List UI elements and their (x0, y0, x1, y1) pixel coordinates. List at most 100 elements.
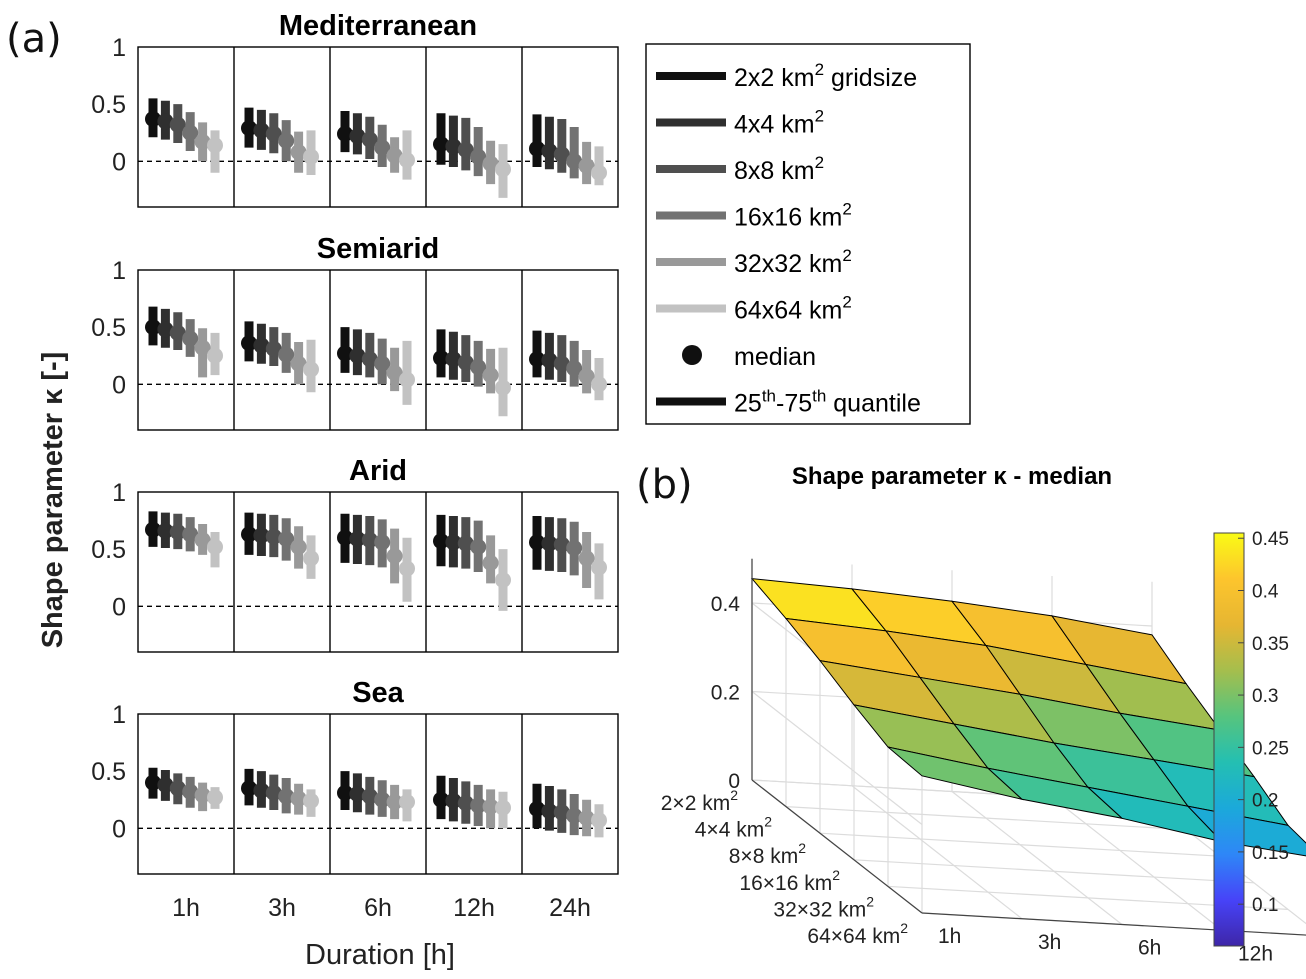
legend-label-sup: 2 (815, 153, 824, 172)
median-point (207, 789, 223, 806)
median-point (445, 138, 462, 155)
x-tick-label: 1h (938, 925, 961, 948)
median-point (182, 124, 199, 141)
colorbar-tick-label: 0.2 (1252, 791, 1278, 812)
median-point (241, 780, 257, 797)
panel-a-label: (a) (6, 16, 62, 62)
median-point (253, 122, 270, 139)
subplot-frame (137, 46, 619, 208)
subplot-title: Semiarid (317, 233, 440, 265)
x-axis-title: Duration [h] (305, 939, 455, 971)
y-tick-label: 64×64 km2 (807, 920, 908, 948)
legend-item: 64x64 km2 (656, 293, 852, 325)
median-point (349, 347, 366, 364)
y-tick-label: 0 (112, 593, 126, 621)
median-point (290, 790, 307, 807)
median-point (374, 139, 391, 156)
legend-label-main: 64x64 km (734, 297, 842, 325)
median-point (265, 125, 282, 142)
legend-item: 4x4 km2 (656, 107, 824, 139)
median-point (253, 527, 270, 544)
legend-item: 2x2 km2 gridsize (656, 60, 917, 92)
z-tick-label: 0.2 (711, 682, 740, 705)
legend-label: 8x8 km2 (734, 153, 824, 185)
median-point (194, 339, 211, 356)
y-tick-label: 1 (112, 34, 126, 62)
median-point (303, 148, 319, 165)
y-tick-main: 4×4 km (695, 819, 764, 842)
colorbar-tick-label: 0.15 (1252, 843, 1289, 864)
median-point (495, 799, 511, 816)
median-point (445, 534, 462, 551)
grid-line (851, 785, 1023, 920)
median-point (470, 148, 487, 165)
legend-label-main: median (734, 343, 816, 371)
subplot-semiarid: Semiarid 1 0.5 0 (91, 233, 619, 431)
median-point (566, 153, 583, 170)
median-point (194, 532, 211, 548)
median-point (399, 371, 415, 388)
median-point (207, 137, 223, 154)
legend-label-sup: 2 (842, 246, 851, 265)
median-point (541, 352, 558, 369)
duration-tick-label: 24h (549, 894, 591, 922)
median-point (361, 788, 378, 805)
median-point (182, 330, 199, 347)
median-point (194, 133, 211, 150)
median-point (566, 360, 583, 377)
median-point (241, 120, 257, 137)
median-point (265, 784, 282, 801)
median-point (553, 146, 570, 163)
grid-line (951, 791, 1123, 925)
median-point (182, 783, 199, 800)
legend-item: 8x8 km2 (656, 153, 824, 185)
median-point (169, 324, 186, 341)
median-point (253, 782, 270, 799)
median-point (470, 359, 487, 376)
median-point (337, 125, 353, 142)
y-tick-main: 16×16 km (739, 872, 832, 895)
median-point (145, 111, 161, 127)
median-point (349, 530, 366, 547)
subplot-sea: Sea 1 0.5 0 (91, 677, 619, 875)
legend-item: 16x16 km2 (656, 200, 852, 232)
duration-tick-label: 6h (364, 894, 392, 922)
y-tick-label: 0.5 (91, 91, 126, 119)
y-tick-sup: 2 (764, 814, 772, 830)
subplot-mediterranean: Mediterranean 1 0.5 0 (91, 10, 619, 208)
median-point (495, 572, 511, 588)
duration-tick-label: 12h (453, 894, 495, 922)
y-tick-sup: 2 (730, 787, 738, 803)
legend-label: 32x32 km2 (734, 246, 852, 278)
median-point (303, 792, 319, 809)
subplot-arid: Arid 1 0.5 0 (91, 455, 619, 653)
grid-line (819, 832, 1221, 857)
median-point (541, 535, 558, 552)
median-point (349, 128, 366, 145)
median-point (157, 776, 174, 793)
median-point (578, 157, 595, 174)
median-point (433, 533, 449, 550)
legend-label: 2x2 km2 gridsize (734, 60, 917, 92)
median-point (157, 522, 174, 539)
legend-label-sup: 2 (842, 200, 851, 219)
median-point (541, 803, 558, 820)
median-point (433, 791, 449, 808)
median-point (374, 355, 391, 372)
median-point (482, 798, 499, 815)
median-point (578, 550, 595, 567)
median-point (482, 554, 499, 571)
median-point (529, 351, 545, 368)
x-tick-label: 3h (1038, 931, 1061, 954)
y-tick-label: 8×8 km2 (729, 840, 806, 868)
median-point (265, 340, 282, 357)
median-point (457, 354, 474, 371)
median-point (337, 784, 353, 801)
colorbar-tick-label: 0.3 (1252, 686, 1278, 707)
median-point (386, 147, 403, 164)
y-tick-label: 0 (112, 815, 126, 843)
panel-b-label: (b) (636, 462, 693, 508)
median-point (529, 800, 545, 817)
